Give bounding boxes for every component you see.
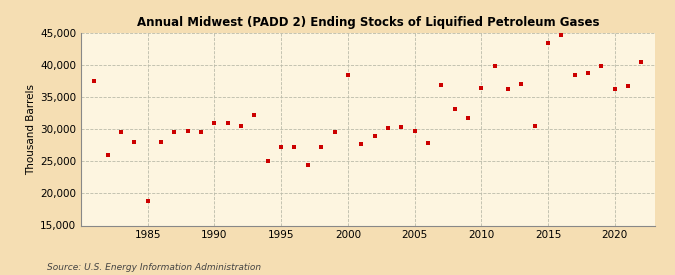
Point	[276, 145, 287, 149]
Point	[356, 142, 367, 146]
Point	[529, 124, 540, 128]
Point	[156, 140, 167, 144]
Point	[396, 125, 406, 130]
Point	[129, 140, 140, 144]
Point	[423, 141, 433, 145]
Point	[636, 60, 647, 64]
Point	[89, 79, 100, 83]
Point	[329, 130, 340, 134]
Point	[209, 121, 220, 125]
Point	[182, 129, 193, 133]
Point	[436, 83, 447, 87]
Point	[409, 129, 420, 133]
Point	[610, 87, 620, 92]
Point	[489, 64, 500, 68]
Point	[142, 199, 153, 203]
Point	[569, 73, 580, 77]
Point	[249, 113, 260, 117]
Point	[449, 107, 460, 112]
Point	[169, 130, 180, 135]
Point	[503, 87, 514, 91]
Point	[369, 133, 380, 138]
Point	[302, 162, 313, 167]
Point	[263, 159, 273, 164]
Point	[476, 86, 487, 90]
Point	[103, 153, 113, 157]
Point	[516, 81, 526, 86]
Point	[222, 121, 233, 125]
Point	[115, 130, 126, 135]
Point	[196, 130, 207, 135]
Text: Source: U.S. Energy Information Administration: Source: U.S. Energy Information Administ…	[47, 263, 261, 272]
Point	[342, 73, 353, 77]
Y-axis label: Thousand Barrels: Thousand Barrels	[26, 84, 36, 175]
Point	[316, 144, 327, 149]
Point	[556, 33, 567, 37]
Point	[622, 84, 633, 89]
Title: Annual Midwest (PADD 2) Ending Stocks of Liquified Petroleum Gases: Annual Midwest (PADD 2) Ending Stocks of…	[136, 16, 599, 29]
Point	[543, 40, 554, 45]
Point	[596, 64, 607, 68]
Point	[462, 116, 473, 120]
Point	[583, 71, 593, 75]
Point	[383, 126, 394, 130]
Point	[289, 145, 300, 149]
Point	[236, 124, 246, 128]
